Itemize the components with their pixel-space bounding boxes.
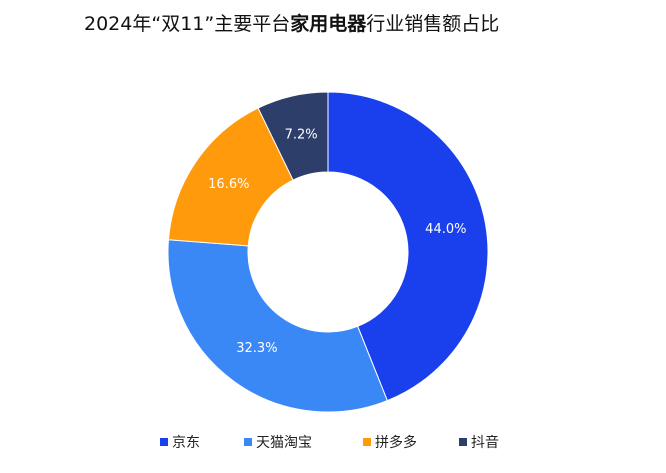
legend-label: 天猫淘宝 [256, 435, 312, 451]
data-label: 7.2% [285, 128, 318, 143]
data-label: 44.0% [425, 222, 466, 237]
slice [167, 239, 388, 413]
legend-marker [160, 438, 168, 446]
legend-marker [244, 438, 252, 446]
legend-marker [363, 438, 371, 446]
title-part: 行业销售额占比 [366, 13, 499, 35]
title-part: 家用电器 [290, 12, 367, 35]
data-label: 32.3% [236, 341, 277, 356]
slice [257, 91, 329, 181]
title-part: 2024年“双11”主要平台 [84, 13, 290, 35]
legend-label: 京东 [172, 435, 200, 451]
legend-label: 抖音 [471, 434, 499, 451]
data-label: 16.6% [208, 177, 249, 192]
chart-title: 2024年“双11”主要平台家用电器行业销售额占比 [84, 12, 499, 35]
legend-label: 拼多多 [375, 434, 417, 451]
slice [327, 91, 489, 402]
legend-marker [459, 438, 467, 446]
